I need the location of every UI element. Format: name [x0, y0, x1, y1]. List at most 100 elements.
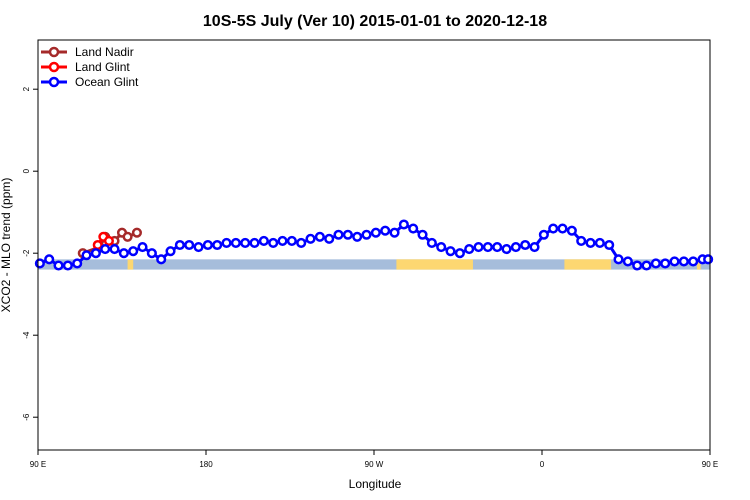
data-point — [622, 256, 633, 267]
data-point — [632, 260, 643, 271]
y-tick-label: -6 — [22, 413, 31, 421]
legend-item: Land Glint — [41, 60, 130, 74]
data-point — [703, 254, 714, 265]
data-point — [398, 219, 409, 230]
data-point — [109, 244, 120, 255]
data-point — [380, 225, 391, 236]
data-point — [604, 239, 615, 251]
data-point — [34, 258, 45, 269]
data-point — [678, 256, 689, 267]
legend-item: Ocean Glint — [41, 75, 139, 89]
data-point — [146, 248, 157, 259]
data-point — [324, 233, 335, 244]
y-tick-label: -4 — [22, 331, 31, 339]
data-point — [184, 239, 195, 251]
data-point — [296, 237, 307, 248]
data-point — [90, 248, 101, 259]
data-point — [230, 237, 241, 248]
y-tick-label: 2 — [22, 86, 31, 91]
data-point — [510, 242, 521, 253]
land-segment — [564, 259, 612, 270]
data-point — [212, 239, 223, 251]
data-point — [165, 246, 176, 257]
data-point — [72, 258, 83, 269]
legend-swatch-marker — [48, 46, 60, 58]
chart-title: 10S-5S July (Ver 10) 2015-01-01 to 2020-… — [203, 13, 547, 30]
data-point — [249, 237, 260, 248]
land-segment — [396, 259, 473, 270]
data-point — [370, 227, 381, 238]
data-point — [131, 227, 142, 238]
data-point — [305, 233, 316, 244]
data-point — [408, 223, 419, 234]
x-tick-label: 90 E — [702, 460, 718, 469]
data-point — [482, 242, 493, 253]
data-point — [286, 235, 297, 246]
data-point — [660, 258, 671, 269]
data-point — [464, 244, 475, 255]
data-point — [548, 223, 559, 234]
data-point — [258, 235, 269, 246]
data-point — [650, 258, 661, 269]
data-point — [594, 237, 605, 248]
data-point — [473, 242, 484, 253]
ocean-band — [38, 259, 710, 270]
data-point — [118, 248, 129, 259]
data-point — [352, 231, 363, 242]
data-point — [520, 239, 531, 251]
y-tick-label: -2 — [22, 249, 31, 257]
data-point — [53, 260, 64, 271]
data-point — [641, 260, 652, 271]
x-tick-label: 180 — [199, 460, 213, 469]
legend-item: Land Nadir — [41, 45, 134, 59]
data-point — [426, 237, 437, 248]
data-point — [128, 246, 139, 257]
x-tick-label: 90 W — [365, 460, 384, 469]
y-axis-label: XCO2 - MLO trend (ppm) — [0, 178, 13, 313]
data-point — [557, 223, 568, 234]
data-point — [333, 229, 344, 240]
data-point — [492, 242, 503, 253]
data-point — [688, 256, 699, 267]
data-point — [314, 231, 325, 242]
series-layer — [34, 219, 714, 271]
land-segment — [127, 259, 134, 270]
data-point — [389, 227, 400, 238]
x-axis: 90 E 180 90 W 0 90 E — [30, 450, 718, 469]
y-axis: 2 0 -2 -4 -6 — [22, 86, 38, 421]
x-axis-label: Longitude — [349, 477, 402, 491]
data-point — [62, 260, 73, 271]
series-land-glint — [92, 231, 114, 251]
legend-swatch-marker — [48, 76, 60, 88]
y-tick-label: 0 — [22, 168, 31, 173]
data-point — [277, 235, 288, 246]
data-point — [100, 244, 111, 255]
data-point — [566, 225, 577, 236]
data-point — [669, 256, 680, 267]
data-point — [613, 254, 624, 265]
x-tick-label: 0 — [540, 460, 545, 469]
land-segment — [696, 259, 701, 270]
data-point — [240, 237, 251, 248]
data-point — [122, 231, 133, 242]
legend-label: Ocean Glint — [75, 75, 139, 89]
data-point — [436, 242, 447, 253]
data-point — [193, 242, 204, 253]
data-point — [221, 237, 232, 248]
legend-label: Land Nadir — [75, 45, 134, 59]
data-point — [156, 254, 167, 265]
data-point — [538, 229, 549, 240]
land-ocean-strip — [38, 259, 710, 270]
data-point — [576, 235, 587, 246]
data-point — [137, 242, 148, 253]
data-point — [342, 229, 353, 240]
data-point — [445, 246, 456, 257]
data-point — [174, 239, 185, 251]
data-point — [103, 235, 114, 246]
data-point — [81, 250, 92, 261]
x-tick-label: 90 E — [30, 460, 46, 469]
data-point — [361, 229, 372, 240]
series-ocean-glint — [34, 219, 714, 271]
